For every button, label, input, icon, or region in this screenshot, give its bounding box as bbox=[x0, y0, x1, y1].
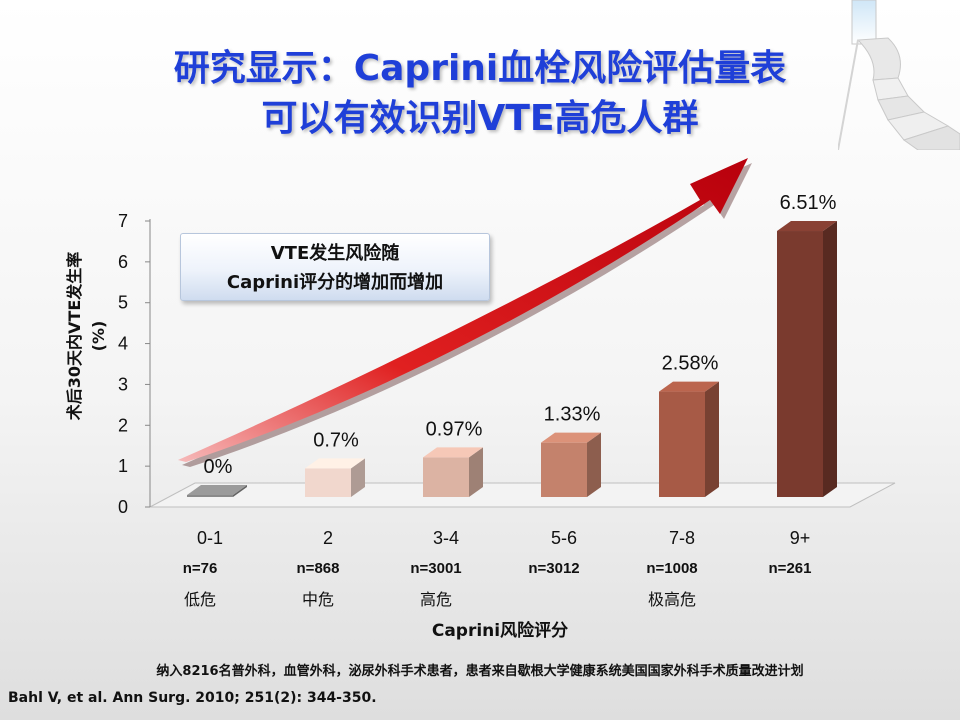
risk-group-label: 极高危 bbox=[648, 590, 696, 609]
y-tick-label: 6 bbox=[118, 252, 128, 272]
bar-side bbox=[705, 381, 719, 497]
bar-side bbox=[469, 447, 483, 497]
bar-front bbox=[659, 391, 705, 497]
y-tick-label: 0 bbox=[118, 497, 128, 517]
y-axis-title: 术后30天内VTE发生率 bbox=[65, 252, 84, 422]
sample-size-label: n=868 bbox=[297, 560, 340, 577]
bar-top bbox=[305, 458, 365, 469]
sample-size-label: n=1008 bbox=[646, 560, 697, 577]
bar-9+ bbox=[777, 221, 837, 497]
callout-line1: VTE发生风险随 bbox=[270, 243, 400, 264]
slide-title-line1: 研究显示：Caprini血栓风险评估量表 bbox=[173, 48, 787, 89]
data-label: 0.97% bbox=[426, 418, 483, 440]
bar-top bbox=[541, 432, 601, 443]
x-tick-label: 2 bbox=[323, 528, 333, 548]
data-label: 6.51% bbox=[780, 192, 837, 214]
bar-front bbox=[187, 495, 233, 497]
y-tick-label: 7 bbox=[118, 211, 128, 231]
bar-2 bbox=[305, 458, 365, 497]
bar-3-4 bbox=[423, 447, 483, 497]
x-tick-label: 9+ bbox=[790, 528, 811, 548]
sample-size-label: n=3012 bbox=[528, 560, 579, 577]
risk-group-label: 低危 bbox=[184, 590, 216, 609]
data-label: 1.33% bbox=[544, 404, 601, 426]
x-tick-label: 3-4 bbox=[433, 528, 459, 548]
y-tick-label: 4 bbox=[118, 334, 128, 354]
x-tick-label: 0-1 bbox=[197, 528, 223, 548]
sample-size-label: n=261 bbox=[769, 560, 812, 577]
citation-text: Bahl V, et al. Ann Surg. 2010; 251(2): 3… bbox=[8, 690, 377, 706]
insight-callout-box: VTE发生风险随 Caprini评分的增加而增加 bbox=[180, 233, 490, 301]
data-label: 0% bbox=[204, 456, 233, 478]
bar-top bbox=[423, 447, 483, 458]
sample-size-label: n=3001 bbox=[410, 560, 461, 577]
callout-line2: Caprini评分的增加而增加 bbox=[226, 272, 444, 293]
bar-side bbox=[233, 485, 247, 497]
y-tick-label: 1 bbox=[118, 456, 128, 476]
risk-group-label: 中危 bbox=[302, 590, 334, 609]
bar-7-8 bbox=[659, 381, 719, 497]
study-footnote: 纳入8216名普外科，血管外科，泌尿外科手术患者，患者来自歇根大学健康系统美国国… bbox=[156, 664, 804, 679]
data-label: 0.7% bbox=[313, 429, 359, 451]
slide-title-line2: 可以有效识别VTE高危人群 bbox=[261, 98, 699, 139]
bar-front bbox=[777, 231, 823, 497]
staircase-decoration bbox=[837, 0, 960, 151]
y-tick-label: 2 bbox=[118, 415, 128, 435]
y-tick-label: 5 bbox=[118, 293, 128, 313]
bar-0-1 bbox=[187, 485, 247, 497]
bar-side bbox=[587, 432, 601, 497]
x-axis-title: Caprini风险评分 bbox=[432, 620, 568, 641]
bar-top bbox=[187, 485, 247, 495]
bar-side bbox=[823, 221, 837, 497]
x-tick-label: 5-6 bbox=[551, 528, 577, 548]
bar-front bbox=[541, 442, 587, 497]
risk-group-label: 高危 bbox=[420, 590, 452, 609]
sample-size-label: n=76 bbox=[183, 560, 218, 577]
bar-front bbox=[305, 468, 351, 497]
bar-top bbox=[777, 221, 837, 232]
bar-side bbox=[351, 458, 365, 497]
bar-5-6 bbox=[541, 432, 601, 497]
x-tick-label: 7-8 bbox=[669, 528, 695, 548]
bar-top bbox=[659, 381, 719, 392]
data-label: 2.58% bbox=[662, 353, 719, 375]
y-axis-unit: (%) bbox=[89, 321, 108, 352]
y-tick-label: 3 bbox=[118, 374, 128, 394]
bar-front bbox=[423, 457, 469, 497]
